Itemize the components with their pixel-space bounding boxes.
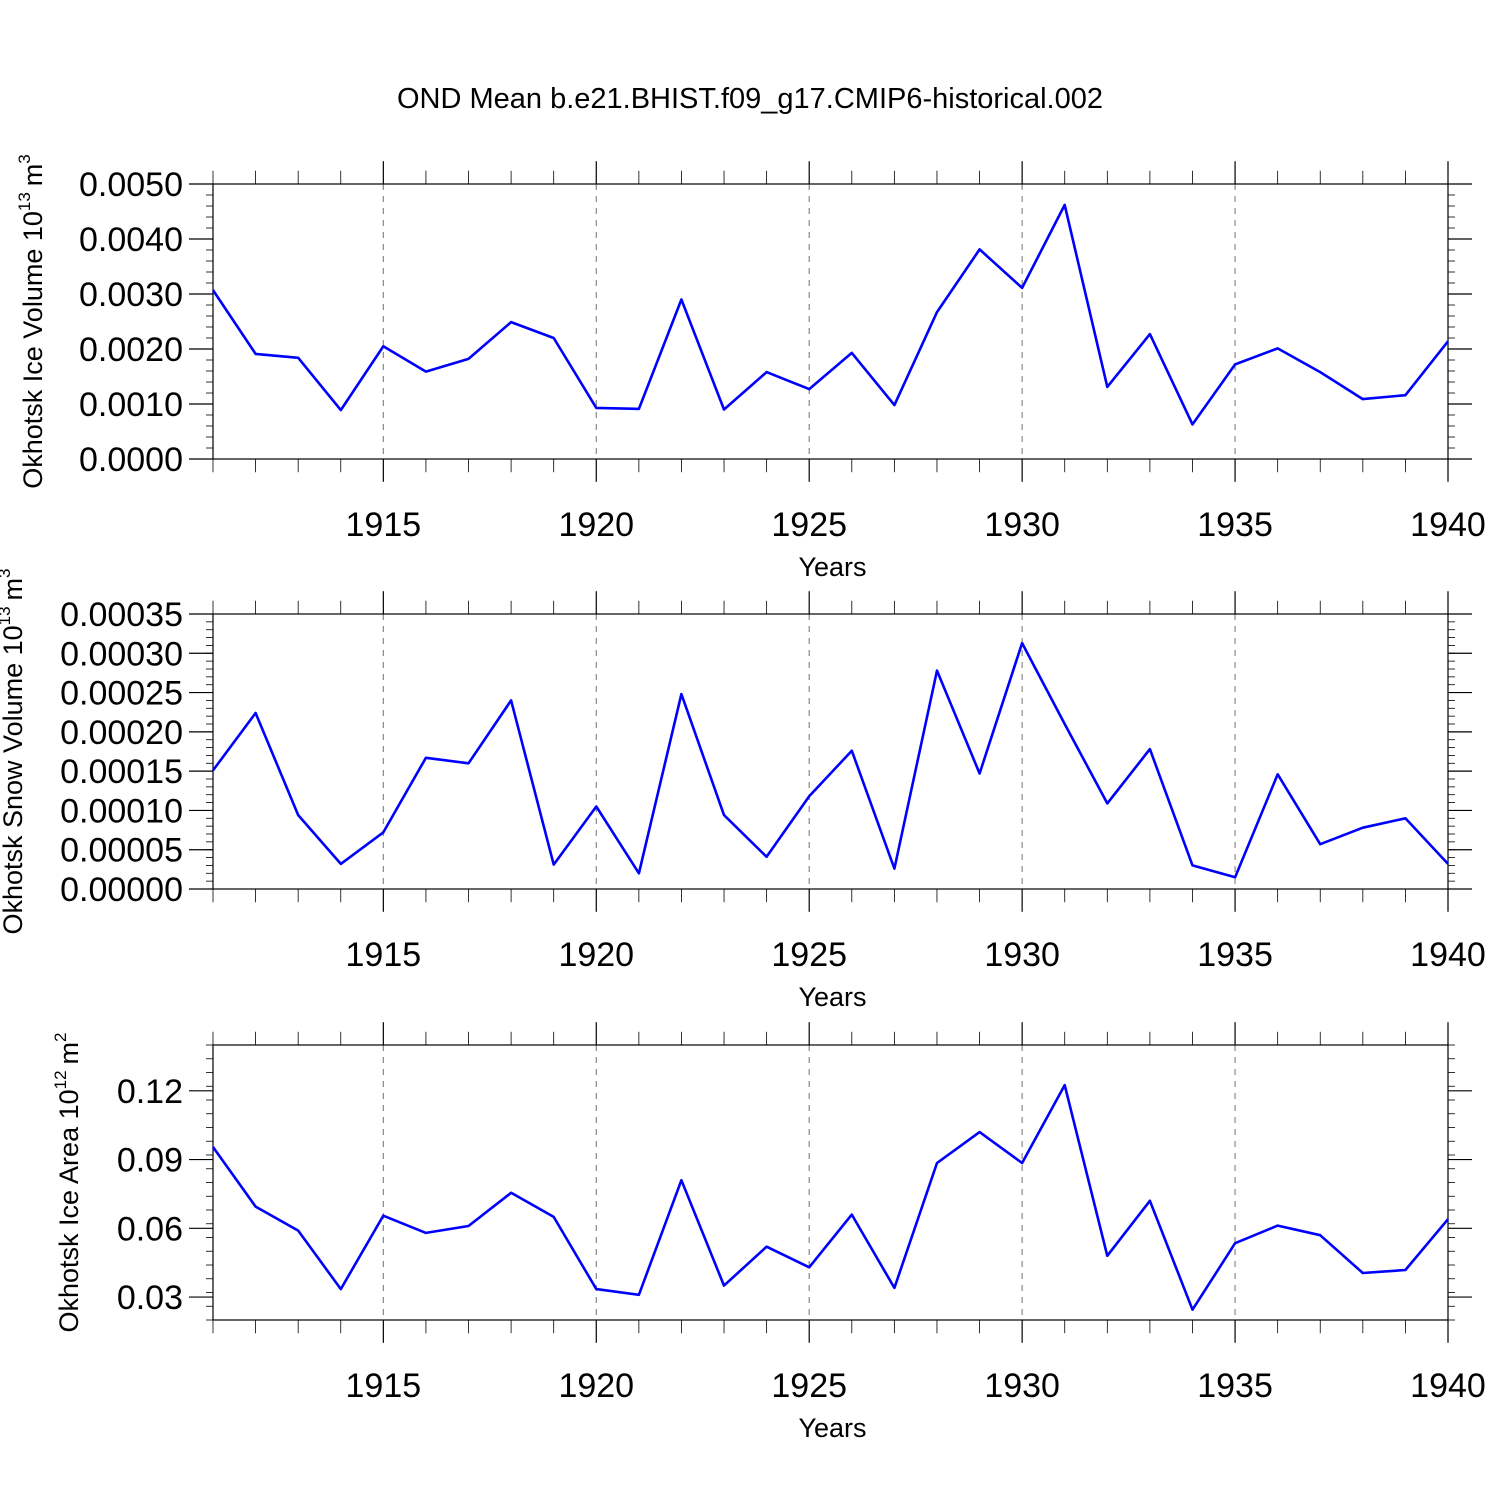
- y-axis-label: Okhotsk Snow Volume 1013 m3: [0, 568, 28, 934]
- y-tick-label: 0.12: [117, 1073, 183, 1111]
- y-axis-label-unit: m: [54, 1042, 84, 1065]
- panels-container: 0.0000 0.0010 0.0020 0.0030 0.0040 0.0050 1915…: [0, 154, 1486, 1443]
- y-tick-label: 0.0040: [79, 221, 183, 259]
- x-tick-label: 1930: [984, 936, 1060, 974]
- y-tick-label: 0.00030: [60, 635, 183, 673]
- y-tick-label: 0.00000: [60, 871, 183, 909]
- x-tick-label: 1935: [1197, 936, 1273, 974]
- plot-frame: [212, 183, 1449, 460]
- x-tick-label: 1925: [771, 506, 847, 544]
- x-tick-label: 1920: [558, 1367, 634, 1405]
- y-tick-label: 0.00020: [60, 714, 183, 752]
- y-axis-label-main: Okhotsk Ice Area 10: [54, 1089, 84, 1332]
- x-axis-label: Years: [798, 552, 866, 582]
- plot-frame: [212, 1044, 1449, 1321]
- y-axis-label-unit-exponent: 3: [15, 154, 34, 163]
- x-tick-label: 1930: [984, 1367, 1060, 1405]
- y-tick-label: 0.03: [117, 1279, 183, 1317]
- y-tick-label: 0.00025: [60, 675, 183, 713]
- y-axis-label-unit-exponent: 3: [0, 568, 14, 577]
- series-line: [211, 203, 1450, 426]
- x-tick-label: 1935: [1197, 506, 1273, 544]
- y-tick-label: 0.0000: [79, 441, 183, 479]
- chart-title: OND Mean b.e21.BHIST.f09_g17.CMIP6-histo…: [397, 83, 1103, 115]
- y-tick-label: 0.0020: [79, 331, 183, 369]
- y-tick-label: 0.09: [117, 1142, 183, 1180]
- y-axis-label-exponent: 12: [51, 1070, 70, 1089]
- series-line: [211, 1083, 1449, 1311]
- x-tick-label: 1915: [346, 936, 422, 974]
- y-axis-label-unit-exponent: 2: [51, 1032, 70, 1041]
- y-axis-label-unit: m: [0, 578, 28, 601]
- y-tick-label: 0.06: [117, 1210, 183, 1248]
- x-tick-label: 1935: [1197, 1367, 1273, 1405]
- y-axis-label: Okhotsk Ice Area 1012 m2: [51, 1032, 84, 1332]
- y-tick-label: 0.00010: [60, 792, 183, 830]
- x-axis-label: Years: [798, 982, 866, 1012]
- x-tick-label: 1920: [558, 936, 634, 974]
- x-tick-label: 1930: [984, 506, 1060, 544]
- x-tick-label: 1940: [1410, 936, 1486, 974]
- panel-1: 0.0000 0.0010 0.0020 0.0030 0.0040 0.0050 1915…: [15, 154, 1486, 582]
- y-axis-label: Okhotsk Ice Volume 1013 m3: [15, 154, 48, 489]
- y-tick-label: 0.00005: [60, 832, 183, 870]
- y-tick-label: 0.0030: [79, 276, 183, 314]
- series-line: [211, 641, 1449, 879]
- y-tick-label: 0.00015: [60, 753, 183, 791]
- x-tick-label: 1915: [346, 1367, 422, 1405]
- x-tick-label: 1920: [558, 506, 634, 544]
- y-axis-label-exponent: 13: [0, 606, 14, 625]
- panel-3: 0.03 0.06 0.09 0.12 1915 1920 1925 1930 1935 1940…: [51, 1022, 1486, 1443]
- x-axis-label: Years: [798, 1413, 866, 1443]
- y-tick-label: 0.0010: [79, 386, 183, 424]
- y-tick-label: 0.0050: [79, 166, 183, 204]
- y-axis-label-main: Okhotsk Snow Volume 10: [0, 625, 28, 934]
- y-tick-label: 0.00035: [60, 596, 183, 634]
- x-tick-label: 1940: [1410, 506, 1486, 544]
- y-axis-label-unit: m: [18, 164, 48, 187]
- plot-frame: [212, 613, 1449, 890]
- x-tick-label: 1940: [1410, 1367, 1486, 1405]
- x-tick-label: 1915: [346, 506, 422, 544]
- y-axis-label-main: Okhotsk Ice Volume 10: [18, 211, 48, 489]
- panel-2: 0.000000.000050.000100.000150.000200.000…: [0, 568, 1486, 1012]
- y-axis-label-exponent: 13: [15, 192, 34, 211]
- x-tick-label: 1925: [771, 936, 847, 974]
- x-tick-label: 1925: [771, 1367, 847, 1405]
